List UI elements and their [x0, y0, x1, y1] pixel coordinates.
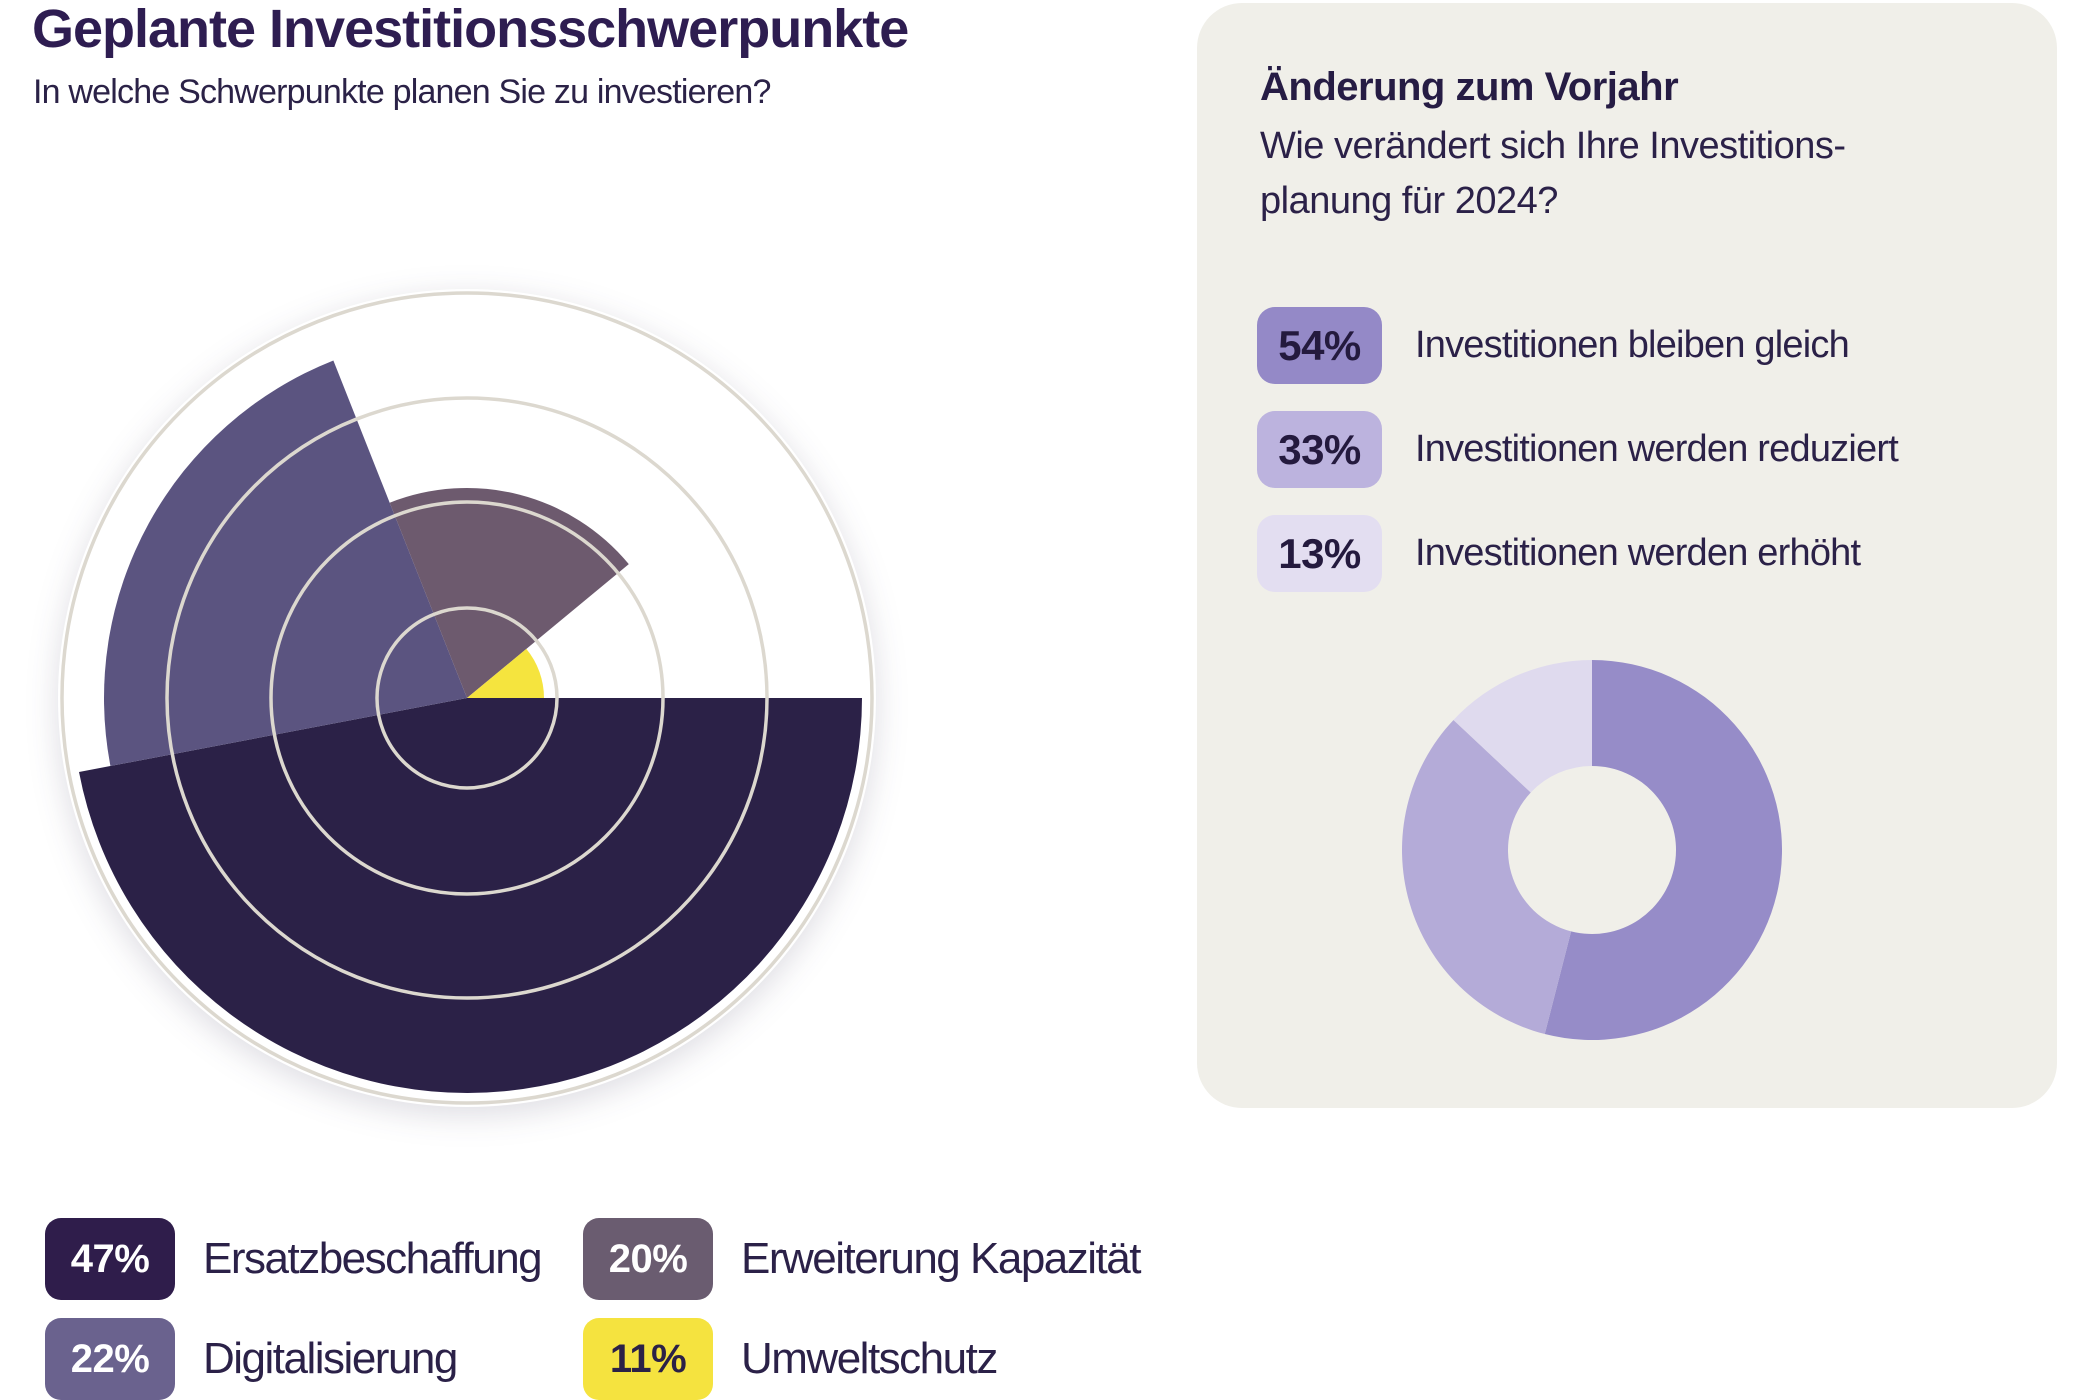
legend-pct: 47%	[70, 1236, 150, 1281]
card-question-line1: Wie verändert sich Ihre Investitions-	[1260, 125, 1846, 167]
stat-badge-werden-reduziert: 33%	[1257, 411, 1382, 488]
stat-label-werden-reduziert: Investitionen werden reduziert	[1415, 428, 1899, 470]
grid-ring-2	[269, 500, 665, 896]
investment-focus-polar-chart	[58, 289, 876, 1107]
legend-label-digitalisierung: Digitalisierung	[203, 1334, 458, 1383]
page-title: Geplante Investitionsschwerpunkte	[32, 0, 909, 59]
stat-pct: 13%	[1278, 529, 1361, 577]
donut-segment-investitionen-bleiben-gleich	[1544, 660, 1782, 1040]
stat-label-werden-erhoeht: Investitionen werden erhöht	[1415, 532, 1861, 574]
legend-badge-digitalisierung: 22%	[45, 1318, 175, 1400]
legend-label-erweiterung-kapazitaet: Erweiterung Kapazität	[741, 1234, 1141, 1283]
change-vs-previous-year-card: Änderung zum Vorjahr Wie verändert sich …	[1197, 3, 2057, 1108]
card-question-line2: planung für 2024?	[1260, 180, 1558, 222]
grid-ring-3	[165, 396, 769, 1000]
legend-pct: 22%	[70, 1336, 150, 1381]
change-donut-chart	[1402, 660, 1782, 1040]
legend-pct: 11%	[609, 1336, 687, 1381]
stat-label-bleiben-gleich: Investitionen bleiben gleich	[1415, 324, 1850, 366]
page-subtitle: In welche Schwerpunkte planen Sie zu inv…	[33, 73, 771, 111]
card-question: Wie verändert sich Ihre Investitions- pl…	[1260, 119, 1846, 229]
wedge-segment-erweiterung-kapazit-t	[389, 488, 629, 698]
legend-label-umweltschutz: Umweltschutz	[741, 1334, 998, 1383]
legend-badge-erweiterung-kapazitaet: 20%	[583, 1218, 713, 1300]
stat-pct: 54%	[1278, 321, 1361, 369]
stat-badge-werden-erhoeht: 13%	[1257, 515, 1382, 592]
card-heading: Änderung zum Vorjahr	[1260, 65, 1679, 109]
legend-badge-ersatzbeschaffung: 47%	[45, 1218, 175, 1300]
donut-segment-investitionen-werden-reduziert	[1402, 719, 1572, 1035]
wedge-segment-digitalisierung	[103, 360, 467, 767]
wedge-segment-umweltschutz	[467, 648, 544, 698]
legend-pct: 20%	[608, 1236, 688, 1281]
stat-badge-bleiben-gleich: 54%	[1257, 307, 1382, 384]
grid-ring-4	[60, 291, 874, 1105]
legend-label-ersatzbeschaffung: Ersatzbeschaffung	[203, 1234, 543, 1283]
donut-segment-investitionen-werden-erh-ht	[1453, 660, 1592, 793]
stat-pct: 33%	[1278, 425, 1361, 473]
grid-ring-1	[375, 606, 559, 790]
legend-badge-umweltschutz: 11%	[583, 1318, 713, 1400]
